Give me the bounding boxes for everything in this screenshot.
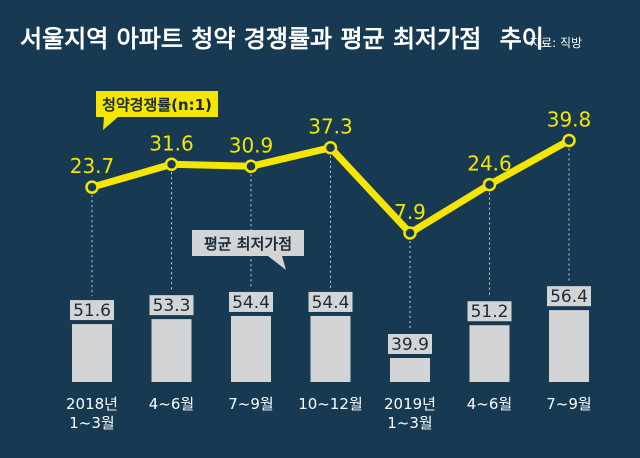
x-tick-label: 4~6월	[149, 395, 194, 413]
bar-value-label: 39.9	[391, 335, 429, 355]
bar-value-box	[308, 291, 353, 312]
legend-line-pointer	[103, 117, 118, 130]
bar-value-labels: 51.6 53.3 54.4 54.4 39.9 51.2 56.4	[70, 286, 591, 355]
line-value-label: 23.7	[70, 154, 115, 178]
bar	[469, 325, 510, 382]
x-tick-label: 2019년 1~3월	[384, 395, 436, 432]
line-point	[482, 177, 497, 192]
line-value-label: 39.8	[547, 107, 592, 131]
bar-series	[72, 310, 589, 382]
legend-bar-pointer	[268, 256, 286, 270]
bar-value-box	[547, 286, 591, 307]
legend-bar-box	[192, 230, 304, 256]
x-tick-label: 2018년 1~3월	[66, 395, 118, 432]
line-series	[85, 133, 576, 240]
bar-value-box	[149, 295, 194, 316]
bar	[72, 324, 112, 382]
line-point	[403, 226, 417, 240]
bar-value-label: 54.4	[232, 293, 270, 313]
legend: 청약경쟁률(n:1) 평균 최저가점	[96, 91, 304, 270]
line-value-label: 24.6	[467, 152, 512, 176]
line-value-label: 30.9	[229, 133, 274, 157]
line-point	[164, 157, 179, 172]
bar-value-label: 51.2	[471, 302, 509, 322]
x-tick-label: 7~9월	[546, 395, 591, 413]
bar-value-box	[467, 301, 512, 322]
bar	[231, 315, 271, 382]
chart-title-main: 서울지역 아파트 청약 경쟁률과 평균 최저가점	[20, 25, 481, 53]
x-tick-label: 7~9월	[228, 395, 273, 413]
bar-value-label: 56.4	[550, 287, 588, 307]
bar-value-box	[70, 300, 114, 321]
legend-line-box	[96, 91, 218, 117]
line-point	[323, 140, 338, 155]
line-value-label: 31.6	[149, 131, 194, 155]
bar	[151, 319, 192, 382]
legend-line-label: 청약경쟁률(n:1)	[102, 96, 212, 114]
bar	[549, 310, 589, 382]
line-point	[244, 159, 258, 174]
bar-value-label: 51.6	[73, 301, 111, 321]
chart-title-suffix: 추이	[500, 25, 544, 53]
line-value-labels: 23.7 31.6 30.9 37.3 7.9 24.6 39.8	[70, 107, 592, 224]
bar-value-box	[388, 334, 432, 354]
x-tick-label: 4~6월	[467, 395, 512, 413]
line-value-label: 37.3	[308, 115, 353, 139]
chart-title: 서울지역 아파트 청약 경쟁률과 평균 최저가점 추이	[20, 25, 544, 53]
line-value-label: 7.9	[394, 200, 426, 224]
chart-source: 자료: 직방	[530, 36, 582, 50]
bar-value-label: 54.4	[312, 293, 350, 313]
line-point	[85, 180, 99, 194]
line-point	[562, 133, 576, 148]
legend-bar-label: 평균 최저가점	[204, 235, 292, 253]
bar-value-label: 53.3	[153, 296, 191, 316]
x-axis-ticks: 2018년 1~3월 4~6월 7~9월 10~12월 2019년 1~3월 4~6월 7~9월	[66, 395, 592, 432]
x-tick-label: 10~12월	[298, 395, 363, 413]
bar-value-box	[229, 291, 273, 312]
bar	[310, 315, 351, 382]
bar	[390, 358, 430, 382]
